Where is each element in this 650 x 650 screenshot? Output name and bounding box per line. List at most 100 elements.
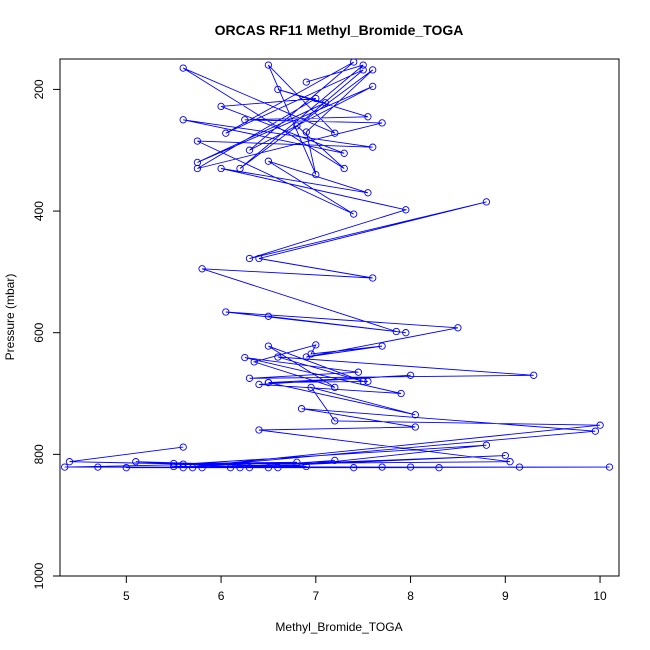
- data-point: [435, 464, 443, 472]
- data-point: [364, 377, 372, 386]
- data-point: [264, 312, 273, 320]
- data-point: [264, 378, 273, 387]
- data-point: [454, 324, 462, 332]
- data-point: [293, 458, 301, 466]
- data-point: [217, 164, 225, 173]
- data-point: [198, 464, 206, 472]
- data-point: [482, 441, 491, 449]
- plot-frame: [59, 58, 620, 577]
- data-point: [378, 119, 386, 127]
- data-point: [264, 342, 273, 350]
- data-point: [61, 463, 69, 471]
- data-point: [605, 463, 614, 471]
- data-point: [179, 64, 187, 72]
- y-axis: 200 400 600 800 1000: [32, 79, 60, 589]
- data-point: [122, 464, 130, 472]
- data-point: [501, 451, 509, 460]
- data-point: [321, 99, 329, 107]
- data-point: [331, 383, 339, 392]
- data-point: [222, 308, 230, 316]
- data-point: [406, 463, 415, 471]
- data-point: [217, 102, 225, 111]
- chart-title: ORCAS RF11 Methyl_Bromide_TOGA: [215, 22, 464, 38]
- series-group: [61, 59, 614, 472]
- x-tick-label: 9: [502, 589, 509, 603]
- data-point: [245, 374, 254, 382]
- data-point: [369, 274, 377, 282]
- x-tick-label: 6: [218, 589, 225, 603]
- data-point: [369, 82, 377, 91]
- data-point: [274, 85, 282, 94]
- data-point: [406, 371, 415, 379]
- data-point: [193, 158, 202, 167]
- data-point: [179, 460, 187, 468]
- x-tick-label: 7: [312, 589, 319, 603]
- y-tick-label: 200: [32, 79, 46, 99]
- data-point: [255, 426, 263, 434]
- data-point: [179, 116, 187, 124]
- data-point: [506, 458, 514, 466]
- x-tick-label: 5: [123, 589, 130, 603]
- data-point: [245, 464, 254, 472]
- data-point: [411, 423, 419, 431]
- data-point: [397, 389, 405, 398]
- data-point: [350, 59, 358, 66]
- data-point: [302, 78, 310, 86]
- data-point: [307, 383, 315, 392]
- x-tick-label: 10: [593, 589, 607, 603]
- x-axis-label: Methyl_Bromide_TOGA: [275, 620, 402, 634]
- data-point: [312, 170, 320, 179]
- data-point: [530, 371, 538, 379]
- series-line: [64, 61, 610, 469]
- data-point: [222, 129, 230, 137]
- data-point: [245, 146, 254, 154]
- data-point: [302, 128, 310, 136]
- data-point: [241, 116, 249, 124]
- data-point: [591, 427, 599, 435]
- data-point: [350, 210, 358, 218]
- data-point: [369, 66, 377, 74]
- data-point: [331, 417, 339, 425]
- data-point: [359, 61, 367, 69]
- data-point: [245, 254, 254, 263]
- data-point: [378, 463, 386, 471]
- y-tick-label: 1000: [32, 562, 46, 589]
- data-point: [364, 189, 372, 197]
- data-point: [274, 353, 282, 361]
- data-point: [359, 377, 367, 386]
- x-axis: 5 6 7 8 9 10: [123, 576, 607, 603]
- y-axis-label: Pressure (mbar): [3, 274, 17, 361]
- data-point: [297, 405, 306, 413]
- data-point: [236, 464, 244, 472]
- data-point: [364, 113, 372, 121]
- data-point: [255, 254, 263, 263]
- data-point: [350, 464, 358, 472]
- data-point: [255, 380, 263, 389]
- data-point: [359, 66, 367, 74]
- y-tick-label: 400: [32, 201, 46, 221]
- data-point: [293, 122, 301, 130]
- data-point: [198, 265, 206, 273]
- data-point: [312, 341, 320, 349]
- data-point: [515, 463, 524, 471]
- data-point: [65, 458, 74, 466]
- data-point: [264, 464, 273, 472]
- data-point: [331, 456, 339, 465]
- data-point: [369, 143, 377, 151]
- y-tick-label: 600: [32, 322, 46, 342]
- data-point: [236, 164, 244, 173]
- data-point: [340, 149, 348, 157]
- data-point: [193, 137, 202, 145]
- data-point: [302, 462, 310, 471]
- data-point: [264, 157, 273, 165]
- data-point: [274, 464, 282, 472]
- data-point: [132, 458, 140, 466]
- data-point: [264, 61, 273, 69]
- data-point: [170, 459, 178, 468]
- data-point: [482, 198, 491, 206]
- data-point: [312, 94, 320, 103]
- data-point: [179, 443, 187, 451]
- data-point: [378, 342, 386, 350]
- data-point: [250, 358, 258, 366]
